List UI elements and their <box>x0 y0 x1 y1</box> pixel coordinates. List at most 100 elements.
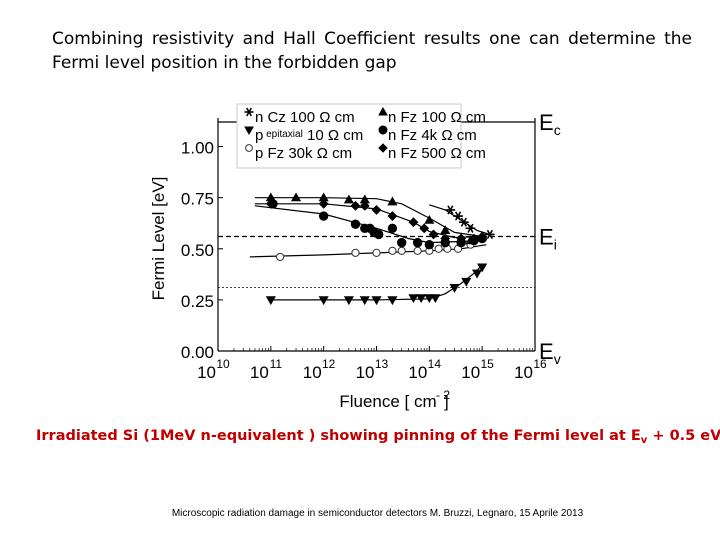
series-4-point-10 <box>424 239 435 250</box>
legend-marker-3 <box>378 106 388 116</box>
series-4-point-7 <box>387 223 398 234</box>
reference-label-0: Ec <box>539 110 561 138</box>
series-5-point-11 <box>469 233 479 244</box>
series-4-point-2 <box>350 219 361 229</box>
series-2-point-4 <box>397 246 406 255</box>
legend-label-part-5: Fz 500 Ω cm <box>396 145 486 162</box>
legend-marker-4 <box>378 125 388 135</box>
series-3-point-1 <box>290 192 302 202</box>
series-curve-4 <box>254 205 483 244</box>
legend-marker-2 <box>245 144 253 152</box>
y-tick-label-4: 1.00 <box>181 139 214 158</box>
series-0-point-4 <box>485 229 495 240</box>
x-tick-exp-6: 16 <box>533 357 547 371</box>
series-5-point-5 <box>387 211 398 221</box>
series-5-point-0 <box>265 198 276 209</box>
legend-label-part-0: Cz 100 Ω cm <box>263 109 354 126</box>
series-0-point-3 <box>465 223 476 233</box>
caption-suffix: + 0.5 eV <box>647 428 720 444</box>
legend-marker-0 <box>244 107 254 117</box>
y-tick-label-3: 0.75 <box>181 190 214 209</box>
legend-label-2: p Fz 30k Ω cm <box>255 145 352 162</box>
x-tick-exp-3: 13 <box>375 357 389 371</box>
series-5-point-7 <box>419 223 430 234</box>
series-5-point-2 <box>350 200 361 211</box>
series-3-point-6 <box>424 214 435 224</box>
legend-label-3: n Fz 100 Ω cm <box>388 109 486 126</box>
heading-line-1: Combining resistivity and Hall Coefficie… <box>52 29 692 49</box>
series-1-point-6 <box>408 294 419 304</box>
series-0-point-0 <box>445 205 456 215</box>
series-1-point-7 <box>416 294 427 304</box>
series-5-point-12 <box>477 231 488 242</box>
series-3-point-7 <box>440 225 451 235</box>
series-1-point-0 <box>265 296 276 306</box>
x-tick-label-0: 10 <box>197 363 216 382</box>
series-5-point-1 <box>318 198 329 209</box>
series-1-point-10 <box>449 283 460 293</box>
series-5-point-9 <box>440 233 451 244</box>
series-4-point-6 <box>373 229 384 240</box>
series-2-point-7 <box>434 244 443 253</box>
series-5-point-8 <box>428 229 439 240</box>
legend-label-4: n Fz 4k Ω cm <box>388 127 477 144</box>
legend-label-1: p epitaxial 10 Ω cm <box>255 127 363 144</box>
legend-label-part-1: epitaxial <box>263 129 302 140</box>
legend-marker-5 <box>378 143 388 153</box>
series-4-point-1 <box>318 211 329 221</box>
series-0-point-2 <box>459 217 469 227</box>
series-4-point-9 <box>412 237 423 248</box>
series-1-point-5 <box>387 296 398 306</box>
reference-label-sub-0: c <box>554 122 561 138</box>
legend-label-part-1: 10 Ω cm <box>303 127 363 144</box>
series-5-point-3 <box>359 200 370 211</box>
reference-label-1: Ei <box>539 225 557 253</box>
series-1-point-4 <box>371 296 382 306</box>
x-tick-exp-1: 11 <box>270 357 283 371</box>
x-tick-label-3: 10 <box>356 363 375 382</box>
chart-caption: Irradiated Si (1MeV n-equivalent ) showi… <box>36 428 720 446</box>
series-0-point-1 <box>453 211 463 221</box>
reference-label-sub-3: v <box>554 351 561 367</box>
series-2-point-2 <box>372 248 381 257</box>
series-2-point-5 <box>413 246 422 255</box>
legend-label-5: n Fz 500 Ω cm <box>388 145 486 162</box>
series-1-point-2 <box>343 296 354 306</box>
x-tick-label-2: 10 <box>303 363 322 382</box>
legend-label-part-3: Fz 100 Ω cm <box>396 109 486 126</box>
x-axis-label: Fluence [ cm <box>339 392 436 411</box>
x-tick-label-5: 10 <box>461 363 480 382</box>
series-1-point-1 <box>318 296 329 306</box>
legend-label-part-2: Fz 30k Ω cm <box>263 145 352 162</box>
legend-marker-1 <box>244 126 254 136</box>
series-5-point-4 <box>371 205 382 215</box>
series-1-point-11 <box>461 277 472 287</box>
series-1-point-3 <box>359 296 370 306</box>
fermi-level-chart: n Cz 100 Ω cmp epitaxial 10 Ω cmp Fz 30k… <box>149 103 561 411</box>
legend-box <box>236 103 462 169</box>
series-1-point-13 <box>477 263 488 273</box>
x-tick-exp-4: 14 <box>428 357 442 371</box>
heading-line-2: Fermi level position in the forbidden ga… <box>52 53 397 73</box>
series-5-point-6 <box>408 217 419 228</box>
x-axis-label-close: ] <box>444 392 449 411</box>
series-2-point-3 <box>388 246 397 255</box>
x-tick-exp-5: 15 <box>480 357 494 371</box>
reference-label-sub-1: i <box>554 237 557 253</box>
x-tick-label-4: 10 <box>408 363 427 382</box>
series-2-point-1 <box>351 248 360 257</box>
series-3-point-5 <box>387 196 398 206</box>
series-curve-1 <box>270 264 483 301</box>
y-tick-label-2: 0.50 <box>181 241 214 260</box>
series-1-point-9 <box>430 294 441 304</box>
caption-subscript: v <box>640 435 648 446</box>
caption-text: Irradiated Si (1MeV n-equivalent ) showi… <box>36 428 641 444</box>
x-axis-label-sup: - 2 <box>436 388 450 402</box>
legend-label-part-4: Fz 4k Ω cm <box>396 127 476 144</box>
x-tick-label-6: 10 <box>514 363 533 382</box>
legend-label-0: n Cz 100 Ω cm <box>255 109 355 126</box>
series-curve-0 <box>429 204 491 236</box>
slide-footer: Microscopic radiation damage in semicond… <box>171 508 584 519</box>
series-1-point-12 <box>471 269 483 279</box>
y-tick-label-1: 0.25 <box>181 292 214 311</box>
